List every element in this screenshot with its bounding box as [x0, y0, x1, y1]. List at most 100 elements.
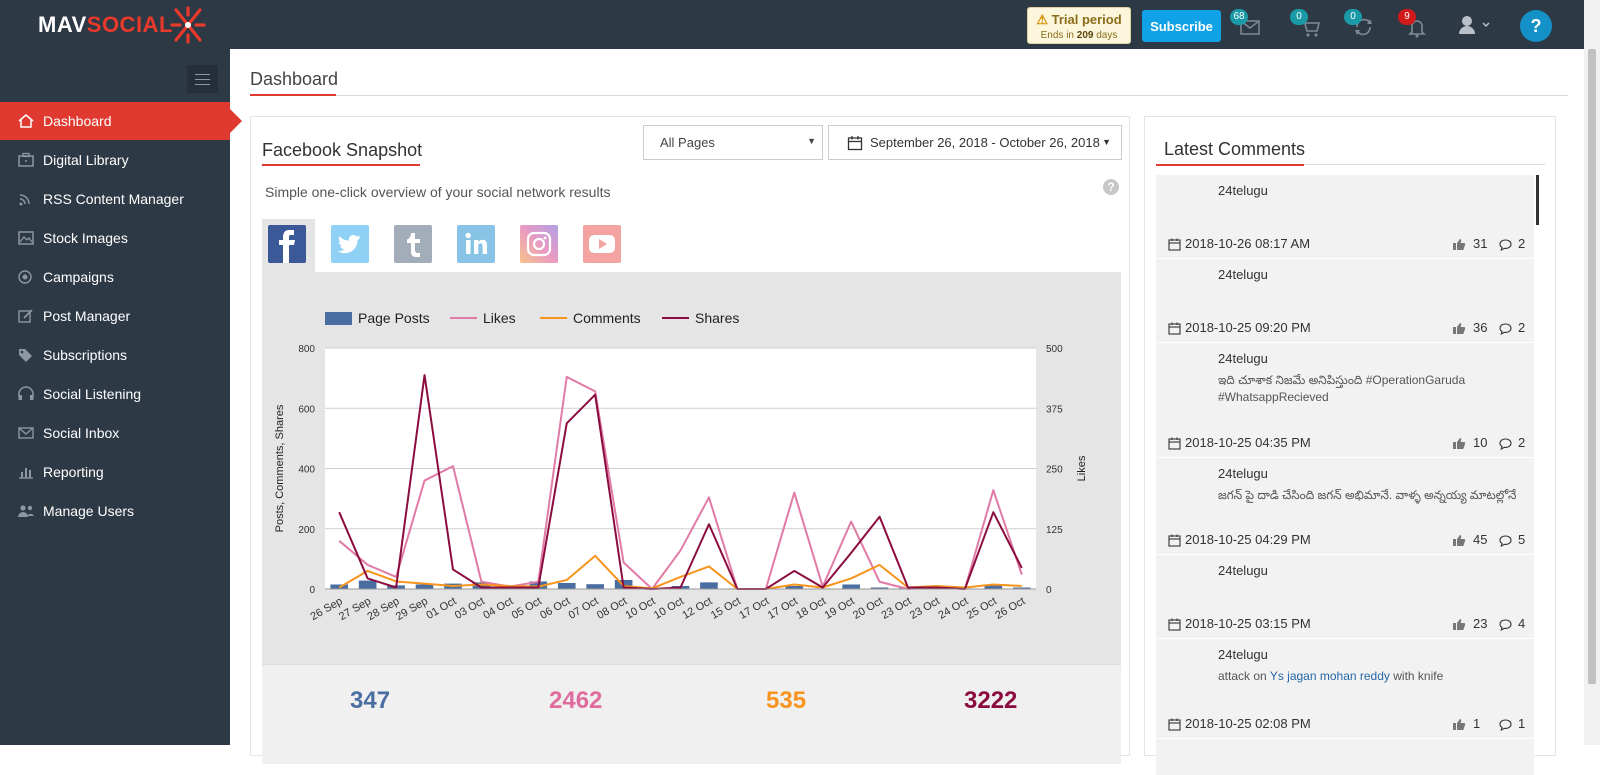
sidebar-item-post-manager[interactable]: Post Manager — [0, 297, 230, 335]
thumbs-up-icon — [1452, 322, 1466, 335]
subscribe-button[interactable]: Subscribe — [1142, 10, 1221, 42]
comment-item[interactable]: 24telugu attack on Ys jagan mohan reddy w… — [1156, 639, 1534, 739]
comment-date: 2018-10-25 02:08 PM — [1185, 716, 1311, 731]
comment-item[interactable]: 24telugu జగన్ పై దాడి చేసింది జగన్ అభిమాన… — [1156, 458, 1534, 555]
comment-user[interactable]: 24telugu — [1218, 647, 1268, 662]
sync-icon — [1355, 18, 1372, 36]
comment-user[interactable]: 24telugu — [1218, 466, 1268, 481]
comment-link[interactable]: Ys jagan mohan reddy — [1269, 669, 1390, 683]
cart-button[interactable]: 0 — [1290, 9, 1323, 40]
latest-comments-panel: Latest Comments 24telugu 2018-10-26 08:17… — [1144, 116, 1556, 775]
comment-text: ఇది చూశాక నిజమే అనిపిస్తుంది #OperationG… — [1218, 373, 1466, 404]
sidebar-item-campaigns[interactable]: Campaigns — [0, 258, 230, 296]
sidebar-item-reporting[interactable]: Reporting — [0, 453, 230, 491]
page-scrollbar[interactable] — [1584, 0, 1600, 745]
sync-button[interactable]: 0 — [1344, 9, 1377, 40]
sidebar: Dashboard Digital Library RSS Content Ma… — [0, 49, 242, 745]
comment-like-count: 10 — [1473, 435, 1488, 450]
tab-facebook[interactable] — [268, 225, 306, 263]
thumbs-up-icon — [1452, 238, 1466, 251]
caret-down-icon: ▼ — [1102, 137, 1111, 147]
briefcase-icon — [18, 152, 34, 167]
twitter-icon — [337, 235, 361, 254]
sidebar-item-stock-images[interactable]: Stock Images — [0, 219, 230, 257]
calendar-icon — [1168, 437, 1181, 450]
x-tick-label: 12 Oct — [680, 595, 714, 622]
logo-star-icon — [170, 6, 206, 44]
page-posts-bar — [358, 580, 377, 589]
calendar-icon — [1168, 322, 1181, 335]
help-question-icon[interactable]: ? — [1103, 179, 1119, 195]
facebook-chart: 0 0 200 125 400 250 600 375 800 500 Posts, Comment… — [262, 272, 1121, 664]
envelope-icon — [18, 427, 34, 439]
trial-period-badge[interactable]: ⚠ Trial period Ends in 209 days — [1027, 7, 1131, 44]
comment-item[interactable]: 24telugu 2018-10-25 03:15 PM 23 4 — [1156, 555, 1534, 639]
tab-tumblr[interactable] — [394, 225, 432, 263]
users-icon — [18, 505, 34, 517]
comment-user[interactable]: 24telugu — [1218, 563, 1268, 578]
tab-youtube[interactable] — [583, 225, 621, 263]
messages-button[interactable]: 68 — [1230, 9, 1263, 40]
pages-select[interactable]: All Pages ▼ — [643, 125, 823, 160]
comment-bubble-icon — [1499, 718, 1512, 732]
x-tick-label: 03 Oct — [453, 595, 487, 622]
help-button[interactable]: ? — [1520, 10, 1552, 42]
sidebar-item-rss-content-manager[interactable]: RSS Content Manager — [0, 180, 230, 218]
comments-title-accent — [1156, 164, 1304, 166]
user-menu[interactable] — [1457, 14, 1497, 36]
sidebar-toggle-button[interactable] — [187, 65, 218, 93]
image-icon — [18, 231, 34, 245]
legend-label: Likes — [483, 310, 516, 326]
top-bar: MAVSOCIAL ⚠ Trial period Ends in 209 day… — [0, 0, 1584, 49]
y-right-tick-label: 375 — [1046, 404, 1063, 415]
thumbs-up-icon — [1452, 437, 1466, 450]
x-tick-label: 24 Oct — [936, 595, 970, 622]
linkedin-icon — [465, 232, 487, 254]
x-tick-label: 25 Oct — [965, 595, 999, 622]
sidebar-item-social-inbox[interactable]: Social Inbox — [0, 414, 230, 452]
comment-item[interactable]: 24telugu 2018-10-26 08:17 AM 31 2 — [1156, 175, 1534, 259]
app-logo[interactable]: MAVSOCIAL — [38, 12, 173, 37]
sidebar-item-social-listening[interactable]: Social Listening — [0, 375, 230, 413]
tab-twitter[interactable] — [331, 225, 369, 263]
stats-row: 347 2462 535 3222 — [262, 664, 1121, 764]
comment-item[interactable]: 24telugu ఇది చూశాక నిజమే అనిపిస్తుంది #Op… — [1156, 343, 1534, 458]
comments-scrollbar[interactable] — [1536, 175, 1539, 225]
notifications-button[interactable]: 9 — [1398, 9, 1431, 40]
comment-user[interactable]: 24telugu — [1218, 351, 1268, 366]
cart-badge: 0 — [1290, 9, 1308, 25]
thumbs-up-icon — [1452, 618, 1466, 631]
instagram-icon — [526, 231, 552, 257]
x-tick-label: 06 Oct — [538, 595, 572, 622]
date-range-picker[interactable]: September 26, 2018 - October 26, 2018 ▼ — [828, 125, 1122, 160]
y-left-tick-label: 800 — [298, 344, 315, 355]
comment-like-count: 31 — [1473, 236, 1488, 251]
sidebar-item-manage-users[interactable]: Manage Users — [0, 492, 230, 530]
x-tick-label: 01 Oct — [424, 595, 458, 622]
comment-user[interactable]: 24telugu — [1218, 267, 1268, 282]
comment-user[interactable]: 24telugu — [1218, 183, 1268, 198]
home-icon — [18, 114, 34, 128]
legend-label: Page Posts — [358, 310, 430, 326]
facebook-title-accent — [262, 164, 420, 166]
page-posts-bar — [870, 587, 889, 589]
comment-item[interactable]: 24telugu 2018-10-25 09:20 PM 36 2 — [1156, 259, 1534, 343]
tab-instagram[interactable] — [520, 225, 558, 263]
facebook-snapshot-title: Facebook Snapshot — [262, 140, 423, 160]
comment-like-count: 45 — [1473, 532, 1488, 547]
sidebar-item-subscriptions[interactable]: Subscriptions — [0, 336, 230, 374]
bell-icon — [1408, 20, 1426, 38]
calendar-icon — [1168, 618, 1181, 631]
tab-linkedin[interactable] — [457, 225, 495, 263]
sidebar-item-dashboard[interactable]: Dashboard — [0, 102, 242, 140]
sidebar-item-digital-library[interactable]: Digital Library — [0, 141, 230, 179]
y-left-axis-label: Posts, Comments, Shares — [274, 404, 286, 532]
bar-chart-icon — [19, 468, 33, 479]
y-right-tick-label: 500 — [1046, 344, 1063, 355]
page-scrollbar-thumb[interactable] — [1588, 49, 1596, 684]
snapshot-description: Simple one-click overview of your social… — [265, 184, 611, 200]
x-tick-label: 27 Sep — [337, 595, 373, 623]
comments-list: 24telugu 2018-10-26 08:17 AM 31 2 24telugu 20… — [1156, 175, 1534, 775]
x-tick-label: 29 Sep — [394, 595, 430, 623]
chart-legend: Page Posts Likes Comments Shares — [325, 310, 739, 326]
